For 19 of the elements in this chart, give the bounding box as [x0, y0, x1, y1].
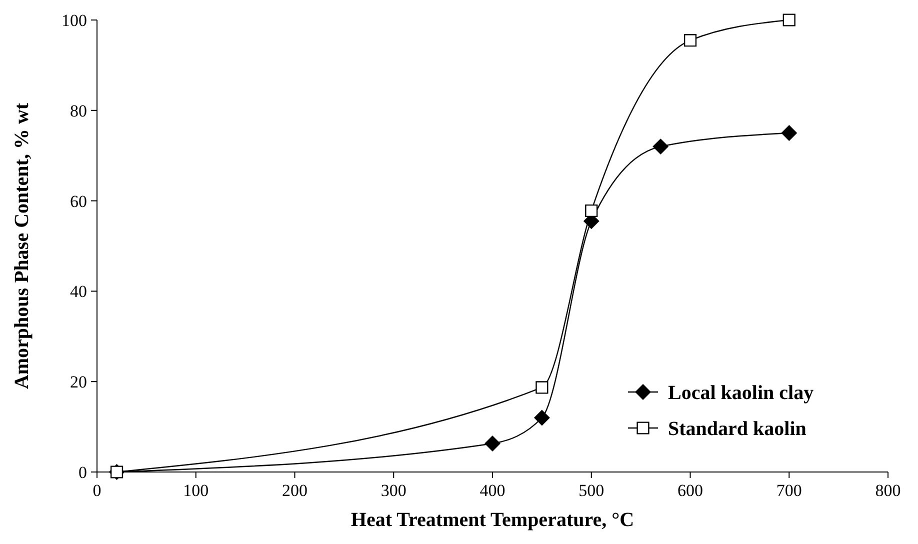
x-tick-label: 400: [480, 481, 506, 500]
x-tick-label: 700: [776, 481, 802, 500]
x-tick-label: 500: [578, 481, 604, 500]
y-tick-label: 0: [78, 463, 87, 482]
legend-label: Local kaolin clay: [668, 382, 814, 404]
x-tick-label: 100: [183, 481, 209, 500]
y-tick-label: 100: [62, 11, 87, 30]
x-tick-label: 800: [875, 481, 901, 500]
y-tick-label: 60: [70, 192, 87, 211]
x-tick-label: 200: [282, 481, 308, 500]
y-axis-title: Amorphous Phase Content, % wt: [11, 102, 33, 390]
x-tick-label: 0: [92, 481, 102, 500]
legend-label: Standard kaolin: [668, 418, 806, 440]
y-tick-label: 40: [70, 282, 87, 302]
x-axis-title: Heat Treatment Temperature, °C: [350, 509, 634, 531]
y-tick-label: 20: [70, 372, 87, 392]
x-tick-label: 600: [678, 481, 703, 500]
y-tick-label: 80: [70, 101, 87, 120]
x-tick-label: 300: [380, 481, 406, 500]
